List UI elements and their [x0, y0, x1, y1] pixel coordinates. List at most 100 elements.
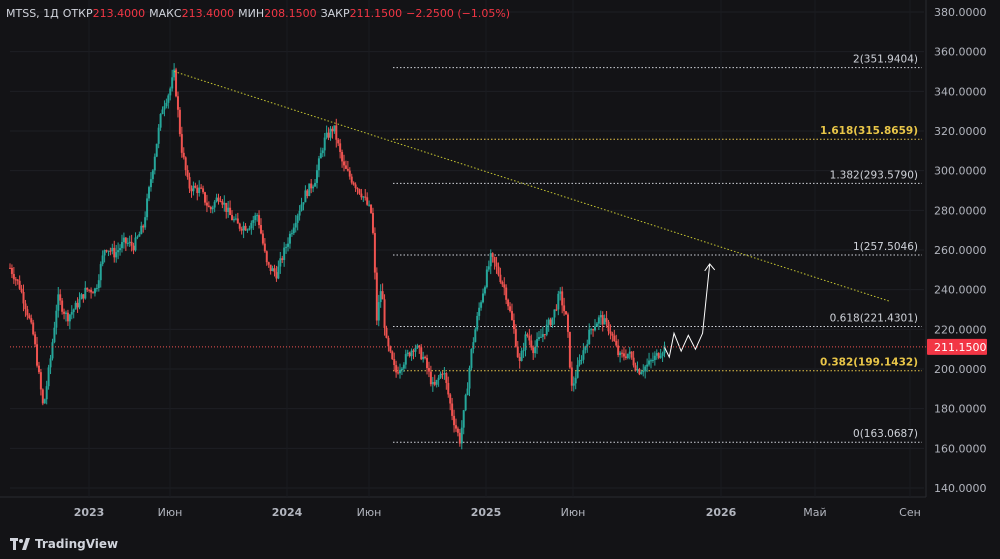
y-tick-label: 180.0000 [934, 403, 987, 416]
close-value: 211.1500 [349, 7, 403, 20]
candle-body [254, 215, 257, 221]
candle-body [10, 267, 13, 275]
candle-body [565, 311, 568, 315]
candle-body [66, 312, 69, 322]
candle-body [607, 321, 610, 332]
candle-body [397, 372, 400, 374]
candle-body [231, 215, 234, 221]
candle-body [315, 170, 318, 183]
candle-body [561, 291, 564, 306]
candle-body [78, 299, 81, 308]
candle-body [528, 335, 531, 341]
candle-body [551, 317, 554, 326]
candle-body [225, 202, 228, 212]
candle-body [238, 223, 241, 229]
candle-body [644, 366, 647, 372]
candle-body [337, 139, 340, 144]
candle-body [283, 247, 286, 260]
candle-body [555, 309, 558, 311]
candle-body [543, 334, 546, 336]
candle-body [393, 359, 396, 366]
candle-body [22, 291, 25, 304]
candle-body [431, 381, 434, 385]
forecast-arrowhead [704, 263, 716, 272]
y-tick-label: 340.0000 [934, 85, 987, 98]
candle-body [47, 367, 50, 387]
candle-body [298, 210, 301, 216]
candle-body [32, 322, 35, 335]
candle-body [576, 364, 579, 378]
candle-body [534, 346, 537, 354]
candle-body [277, 266, 280, 279]
candle-body [483, 287, 486, 294]
candle-body [344, 165, 347, 169]
candle-body [175, 69, 178, 97]
candle-body [178, 109, 181, 135]
candle-body [505, 287, 508, 300]
candle-body [122, 237, 125, 243]
candle-body [482, 293, 485, 303]
candle-body [265, 251, 268, 263]
candle-body [642, 371, 645, 373]
candle-body [223, 202, 226, 205]
candle-body [495, 262, 498, 267]
candle-body [651, 360, 654, 362]
candle-body [72, 309, 75, 313]
candle-body [188, 177, 191, 189]
candle-body [368, 204, 371, 206]
candle-body [387, 337, 390, 347]
candle-body [474, 329, 477, 343]
y-tick-label: 360.0000 [934, 46, 987, 59]
candle-body [292, 227, 295, 234]
candle-body [437, 377, 440, 380]
candle-body [456, 428, 459, 433]
candle-body [377, 302, 380, 321]
candle-body [464, 395, 467, 411]
candle-body [95, 288, 98, 290]
x-tick-label: Сен [899, 506, 921, 519]
tradingview-logo[interactable]: TradingView [10, 537, 118, 551]
candle-body [538, 337, 541, 340]
y-tick-label: 320.0000 [934, 125, 987, 138]
candle-body [196, 187, 199, 194]
candle-body [16, 279, 19, 281]
candle-body [163, 106, 166, 110]
candle-body [648, 360, 651, 365]
candle-body [64, 312, 67, 314]
candle-body [420, 347, 423, 360]
candle-body [510, 311, 513, 321]
fib-level-label: 0(163.0687) [853, 428, 918, 440]
change-value: −2.2500 (−1.05%) [406, 7, 511, 20]
candle-body [563, 305, 566, 312]
candle-body [300, 204, 303, 211]
candle-body [169, 88, 172, 96]
candle-body [36, 344, 39, 366]
candle-body [176, 96, 179, 110]
candle-body [485, 269, 488, 288]
candle-body [244, 225, 247, 231]
candle-body [352, 182, 355, 185]
candle-body [329, 128, 332, 138]
candle-body [198, 187, 201, 194]
candle-body [101, 255, 104, 265]
candle-body [138, 234, 141, 237]
candle-body [119, 248, 122, 251]
candle-body [43, 399, 46, 404]
candle-body [615, 340, 618, 346]
candle-body [140, 225, 143, 235]
candle-body [151, 170, 154, 180]
candle-body [404, 354, 407, 365]
candle-body [53, 327, 56, 343]
candle-body [391, 351, 394, 360]
candle-body [458, 432, 461, 444]
candle-body [574, 377, 577, 384]
candle-body [584, 346, 587, 351]
fib-level-label: 0.618(221.4301) [830, 312, 918, 324]
candle-body [167, 95, 170, 103]
candle-body [549, 319, 552, 326]
candle-body [375, 272, 378, 321]
candle-body [503, 284, 506, 288]
candle-body [383, 299, 386, 328]
candle-body [80, 294, 83, 300]
